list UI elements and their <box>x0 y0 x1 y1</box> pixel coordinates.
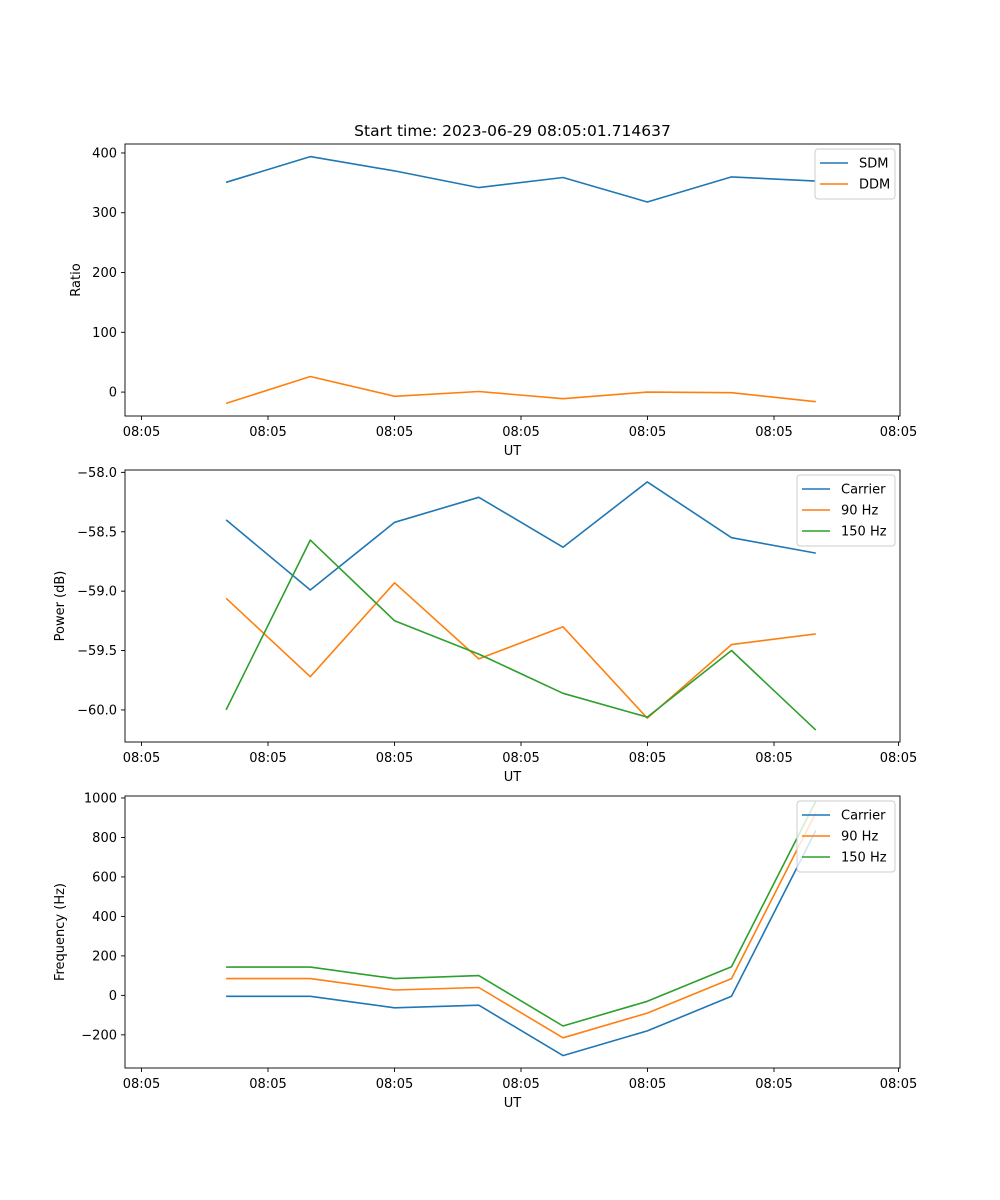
x-tick-label: 08:05 <box>629 1077 666 1092</box>
y-tick-label: −200 <box>81 1028 117 1043</box>
y-tick-label: 300 <box>92 206 117 221</box>
series-line-ddm <box>225 375 816 405</box>
y-tick-label: 100 <box>92 326 117 341</box>
y-axis-label: Power (dB) <box>53 571 68 642</box>
legend-entry: 150 Hz <box>841 525 887 540</box>
series-line-150-hz <box>226 800 817 1027</box>
x-tick-label: 08:05 <box>755 751 792 766</box>
plot-frame <box>124 143 901 417</box>
x-tick-label: 08:05 <box>376 425 413 440</box>
legend-entry: Carrier <box>841 483 886 498</box>
x-tick-label: 08:05 <box>880 751 917 766</box>
x-tick-label: 08:05 <box>755 425 792 440</box>
series-line-sdm <box>225 155 816 203</box>
legend-entry: 90 Hz <box>841 504 878 519</box>
y-tick-label: 400 <box>92 910 117 925</box>
legend-entry: 90 Hz <box>841 830 878 845</box>
chart-panel-3: 08:05 08:05 08:05 08:05 08:05 08:05 08:05 −200 0… <box>53 791 917 1111</box>
y-tick-label: 0 <box>109 989 117 1004</box>
y-tick-label: 200 <box>92 266 117 281</box>
x-tick-label: 08:05 <box>502 425 539 440</box>
figure-title: Start time: 2023-06-29 08:05:01.714637 <box>354 122 671 140</box>
legend: Carrier 90 Hz 150 Hz <box>796 474 896 547</box>
y-tick-label: 1000 <box>84 791 117 806</box>
legend-box <box>796 474 896 547</box>
chart-panel-2: 08:05 08:05 08:05 08:05 08:05 08:05 08:05 −60.0… <box>53 466 917 785</box>
x-tick-label: 08:05 <box>629 425 666 440</box>
x-tick-label: 08:05 <box>755 1077 792 1092</box>
x-tick-label: 08:05 <box>123 751 160 766</box>
y-tick-label: −60.0 <box>77 703 117 718</box>
legend-box <box>814 148 896 200</box>
y-tick-label: 600 <box>92 870 117 885</box>
x-axis-label: UT <box>504 444 522 459</box>
x-tick-label: 08:05 <box>880 425 917 440</box>
x-axis-label: UT <box>504 1096 522 1111</box>
legend-entry: SDM <box>859 157 888 172</box>
y-axis-label: Ratio <box>69 263 84 296</box>
y-tick-label: 400 <box>92 146 117 161</box>
plot-frame <box>124 469 901 743</box>
legend: SDM DDM <box>814 148 896 200</box>
x-tick-label: 08:05 <box>123 1077 160 1092</box>
x-tick-label: 08:05 <box>376 751 413 766</box>
y-tick-label: −59.5 <box>77 644 117 659</box>
y-axis-label: Frequency (Hz) <box>53 883 68 981</box>
x-axis-label: UT <box>504 770 522 785</box>
legend-box <box>796 800 896 873</box>
x-tick-label: 08:05 <box>249 425 286 440</box>
x-tick-label: 08:05 <box>502 1077 539 1092</box>
plot-frame <box>124 795 901 1069</box>
legend-entry: 150 Hz <box>841 851 887 866</box>
y-tick-label: −58.0 <box>77 466 117 481</box>
x-tick-label: 08:05 <box>629 751 666 766</box>
y-tick-label: 800 <box>92 831 117 846</box>
y-tick-label: 200 <box>92 949 117 964</box>
series-line-carrier <box>225 481 816 591</box>
x-tick-label: 08:05 <box>249 1077 286 1092</box>
series-line-90-hz <box>226 812 817 1039</box>
y-tick-label: 0 <box>109 386 117 401</box>
legend-entry: DDM <box>859 178 890 193</box>
y-tick-label: −58.5 <box>77 525 117 540</box>
series-line-carrier <box>226 830 817 1057</box>
x-tick-label: 08:05 <box>249 751 286 766</box>
x-tick-label: 08:05 <box>880 1077 917 1092</box>
series-line-90-hz <box>225 581 816 720</box>
x-tick-label: 08:05 <box>502 751 539 766</box>
legend-entry: Carrier <box>841 809 886 824</box>
y-tick-label: −59.0 <box>77 585 117 600</box>
chart-panel-1: 08:05 08:05 08:05 08:05 08:05 08:05 08:05 0 100 2… <box>69 143 917 459</box>
x-tick-label: 08:05 <box>376 1077 413 1092</box>
series-line-150-hz <box>225 539 817 731</box>
x-tick-label: 08:05 <box>123 425 160 440</box>
legend: Carrier 90 Hz 150 Hz <box>796 800 896 873</box>
